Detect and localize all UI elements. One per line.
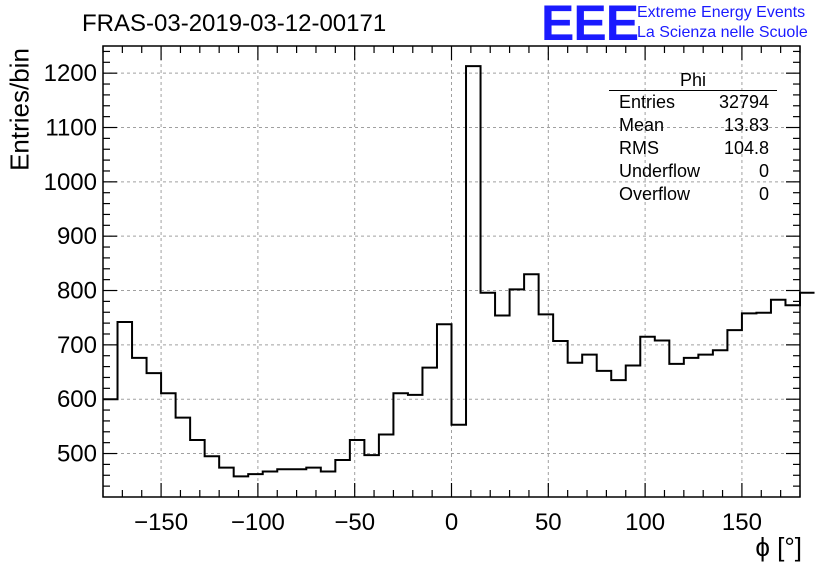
histogram-bin <box>640 337 655 497</box>
histogram-steps <box>103 65 815 478</box>
y-tick-label: 600 <box>57 386 97 413</box>
y-tick-label: 500 <box>57 441 97 468</box>
stats-box: Phi Entries 32794 Mean 13.83 RMS 104.8 U… <box>609 70 777 206</box>
histogram-bin <box>321 471 336 497</box>
histogram-bin <box>335 460 350 497</box>
histogram-bin <box>132 358 147 497</box>
histogram-bin <box>698 355 713 497</box>
histogram-bin <box>800 293 815 497</box>
chart-title: FRAS-03-2019-03-12-00171 <box>82 10 387 37</box>
histogram-bin <box>263 471 278 497</box>
logo-line-2: La Scienza nelle Scuole <box>637 24 808 41</box>
stats-row-rms: RMS 104.8 <box>609 137 777 160</box>
y-tick-label: 1000 <box>44 169 97 196</box>
y-tick-label: 900 <box>57 223 97 250</box>
histogram-bin <box>147 373 162 497</box>
stats-row-mean: Mean 13.83 <box>609 114 777 137</box>
stats-label: Underflow <box>619 161 701 181</box>
y-tick-label: 1200 <box>44 60 97 87</box>
histogram-bin <box>553 341 568 497</box>
stats-label: Overflow <box>619 184 691 204</box>
histogram-bin <box>742 313 757 497</box>
histogram-bin <box>161 393 176 497</box>
eee-logo: EEE <box>541 0 639 51</box>
stats-value: 13.83 <box>723 115 769 135</box>
histogram-bin <box>350 440 365 497</box>
logo-line-1: Extreme Energy Events <box>637 4 806 21</box>
histogram-bin <box>234 476 249 497</box>
stats-label: RMS <box>619 138 659 158</box>
histogram-bin <box>408 395 423 497</box>
x-tick-label: −50 <box>334 509 375 536</box>
histogram-bin <box>422 368 437 497</box>
x-tick-label: 150 <box>722 509 762 536</box>
histogram-bin <box>727 330 742 497</box>
stats-row-entries: Entries 32794 <box>609 91 777 114</box>
histogram-bin <box>248 474 263 497</box>
histogram-bin <box>582 355 597 497</box>
histogram-bin <box>756 313 771 497</box>
y-tick-label: 800 <box>57 278 97 305</box>
x-axis-label: ϕ [°] <box>755 532 802 562</box>
histogram-bin <box>364 455 379 497</box>
stats-row-overflow: Overflow 0 <box>609 183 777 206</box>
histogram-bin <box>785 305 800 497</box>
stats-row-underflow: Underflow 0 <box>609 160 777 183</box>
x-tick-label: −100 <box>231 509 285 536</box>
y-axis-label: Entries/bin <box>4 48 35 171</box>
x-tick-label: 0 <box>445 509 458 536</box>
stats-value: 0 <box>758 184 769 204</box>
x-tick-label: 50 <box>535 509 562 536</box>
histogram-bin <box>713 350 728 497</box>
axis-ticks <box>102 46 801 497</box>
histogram-bin <box>393 393 408 497</box>
x-tick-label: 100 <box>625 509 665 536</box>
histogram-bin <box>118 322 133 497</box>
histogram-bin <box>379 435 394 497</box>
histogram-bin <box>524 274 539 497</box>
stats-value: 104.8 <box>723 138 769 158</box>
stats-title: Phi <box>609 70 777 91</box>
plot-frame <box>102 45 801 498</box>
histogram-bin <box>466 66 481 497</box>
histogram-bin <box>626 366 641 497</box>
histogram-bin <box>176 418 191 497</box>
histogram-bin <box>568 363 583 497</box>
stats-value: 32794 <box>718 92 769 112</box>
histogram-bin <box>611 380 626 497</box>
x-tick-label: −150 <box>134 509 188 536</box>
tick-labels: −150 −100 −50 0 50 100 150 500 600 700 800 900 1000 1… <box>44 60 762 536</box>
histogram-bin <box>655 341 670 497</box>
histogram-bin <box>771 300 786 497</box>
histogram-bin <box>481 293 496 497</box>
histogram-bin <box>495 316 510 497</box>
stats-value: 0 <box>758 161 769 181</box>
histogram-bin <box>292 469 307 497</box>
histogram-bin <box>510 289 525 497</box>
y-tick-label: 1100 <box>45 115 97 142</box>
histogram-bin <box>306 468 321 497</box>
histogram-bin <box>669 364 684 497</box>
histogram-bin <box>452 425 467 497</box>
histogram-bin <box>684 358 699 497</box>
histogram-bin <box>205 456 220 497</box>
histogram-bin <box>219 468 234 497</box>
y-tick-label: 700 <box>57 332 97 359</box>
histogram-bin <box>277 469 292 497</box>
histogram-bin <box>437 324 452 497</box>
histogram-bin <box>597 371 612 497</box>
histogram-bin <box>539 314 554 497</box>
histogram-bin <box>190 440 205 497</box>
histogram-bin <box>103 399 118 497</box>
stats-label: Mean <box>619 115 665 135</box>
stats-label: Entries <box>619 92 676 112</box>
